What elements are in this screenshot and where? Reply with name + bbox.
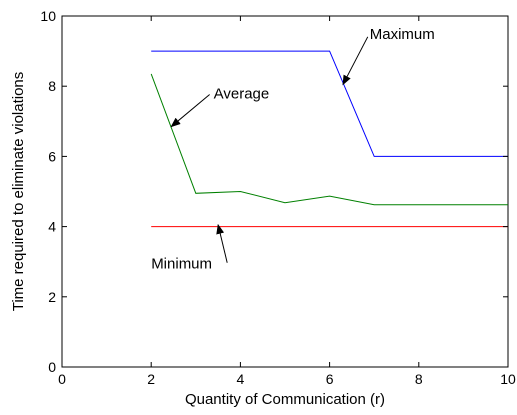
- y-tick-label: 0: [48, 359, 56, 375]
- annotation-arrow-maximum: [342, 36, 369, 86]
- x-tick-label: 10: [500, 371, 516, 387]
- x-tick-label: 8: [415, 371, 423, 387]
- y-tick-label: 6: [48, 148, 56, 164]
- plot-area: [61, 15, 509, 368]
- x-tick-label: 0: [58, 371, 66, 387]
- annotation-maximum: Maximum: [370, 26, 435, 43]
- series-layer: [150, 50, 508, 228]
- annotation-average: Average: [214, 85, 270, 102]
- y-tick-label: 4: [48, 219, 56, 235]
- x-tick-label: 4: [237, 371, 245, 387]
- ticks-layer: 0 2 4 6 8 10 0 2 4 6 8 10: [40, 8, 516, 387]
- annotation-arrow-average: [170, 94, 210, 128]
- y-tick-label: 2: [48, 289, 56, 305]
- annotations-layer: Maximum Average Minimum: [151, 26, 435, 273]
- y-tick-label: 8: [48, 78, 56, 94]
- series-line-maximum: [151, 50, 508, 157]
- annotation-arrow-minimum: [216, 223, 228, 263]
- x-axis-label: Quantity of Communication (r): [185, 391, 385, 408]
- y-axis-label: Time required to eliminate violations: [10, 72, 27, 312]
- y-tick-label: 10: [40, 8, 56, 24]
- series-line-average: [150, 73, 508, 206]
- x-tick-label: 6: [326, 371, 334, 387]
- x-tick-label: 2: [147, 371, 155, 387]
- annotation-minimum: Minimum: [151, 256, 212, 273]
